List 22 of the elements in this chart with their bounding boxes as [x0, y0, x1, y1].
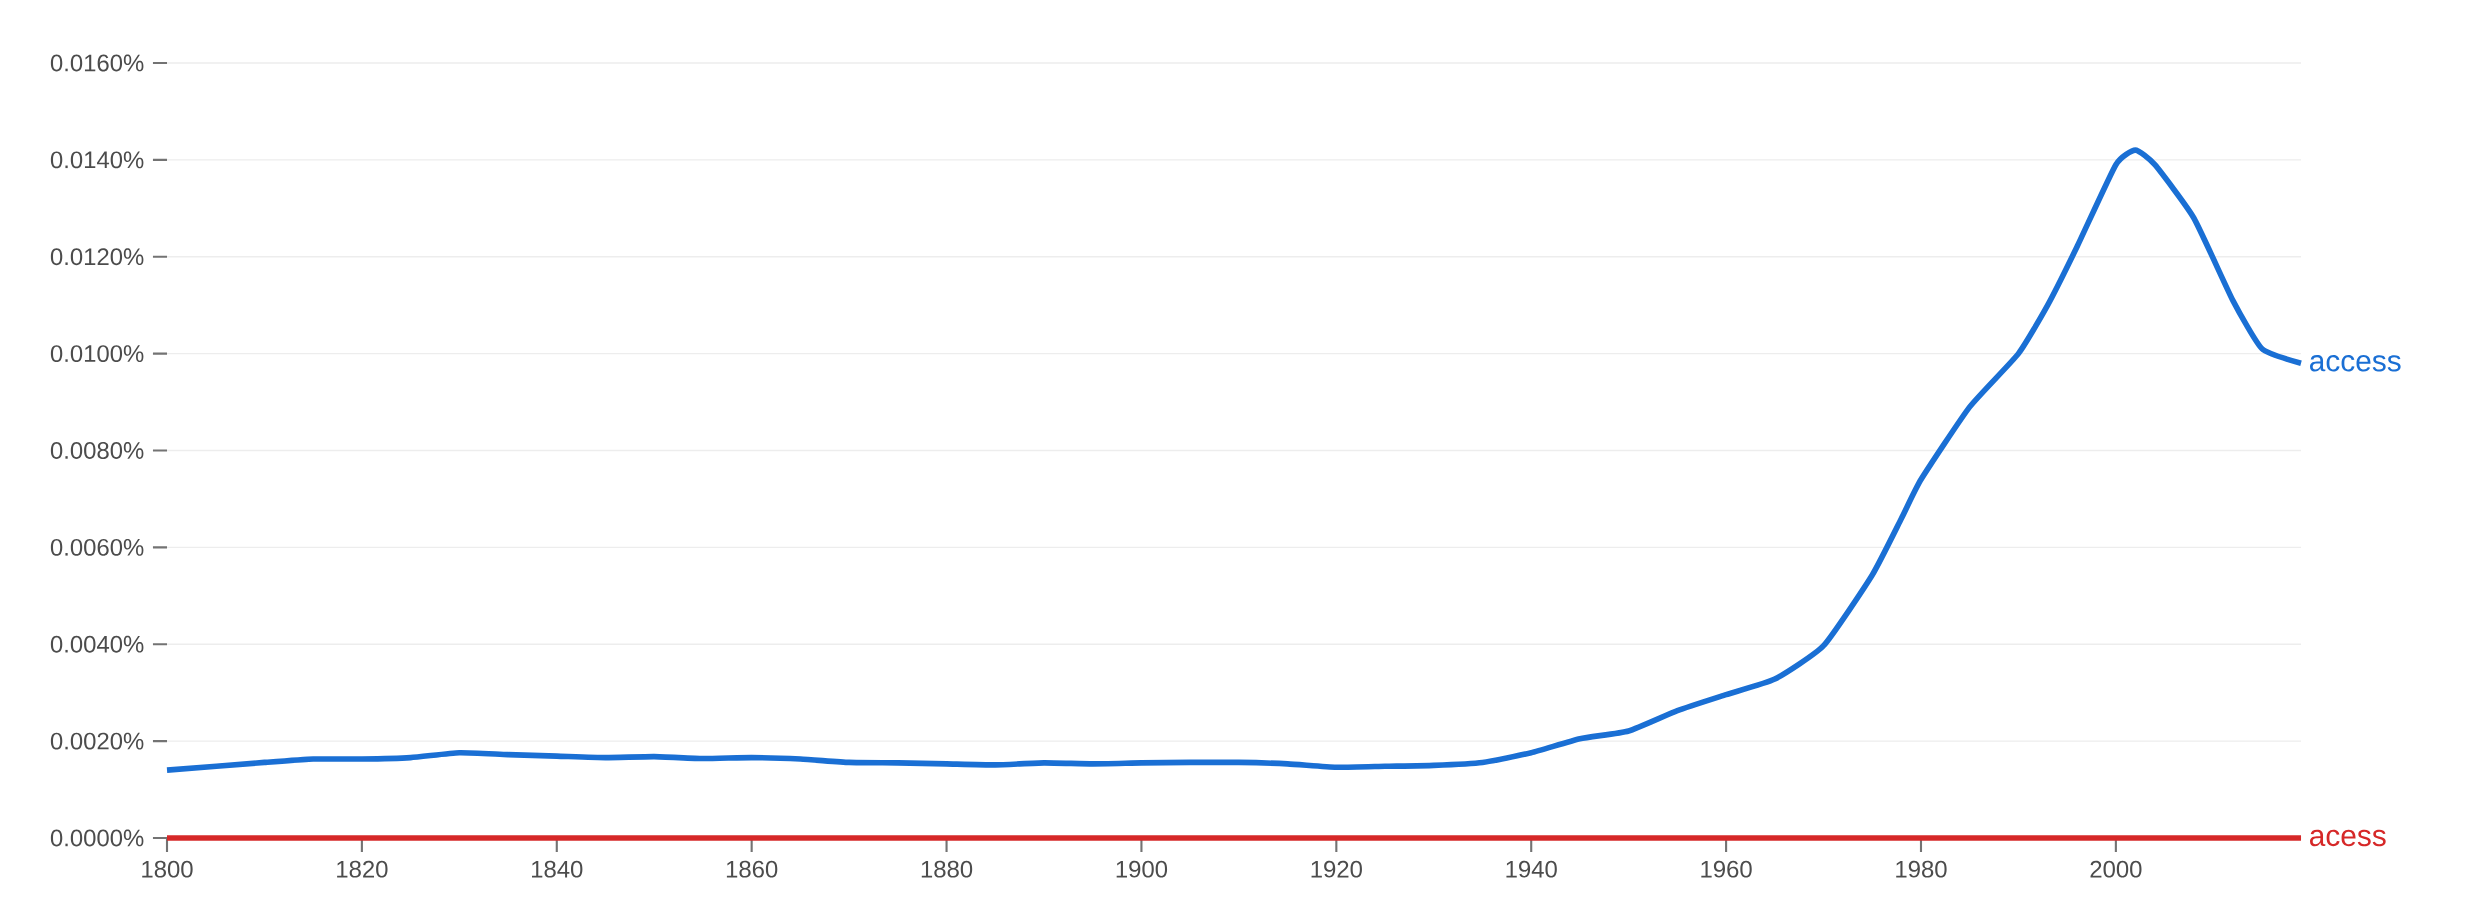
- y-tick-label: 0.0060%: [50, 538, 144, 556]
- series-label: acess: [2310, 829, 2386, 847]
- x-tick-label: 1860: [726, 860, 778, 878]
- y-tick-label: 0.0100%: [50, 345, 144, 363]
- y-tick-label: 0.0120%: [50, 248, 144, 266]
- y-tick-label: 0.0040%: [50, 635, 144, 653]
- x-tick-label: 1960: [1701, 860, 1752, 878]
- x-tick-label: 1800: [142, 860, 193, 878]
- y-tick-label: 0.0020%: [50, 732, 144, 750]
- x-tick-label: 1820: [337, 860, 388, 878]
- y-tick-label: 0.0140%: [50, 151, 144, 169]
- x-tick-label: 2000: [2090, 860, 2142, 878]
- x-tick-label: 1840: [532, 860, 583, 878]
- y-tick-label: 0.0000%: [50, 829, 144, 847]
- x-tick-label: 1880: [921, 860, 973, 878]
- x-tick-label: 1900: [1116, 860, 1168, 878]
- series-label: access: [2310, 355, 2401, 372]
- x-tick-label: 1940: [1506, 860, 1557, 878]
- x-tick-label: 1980: [1896, 860, 1947, 878]
- x-tick-label: 1920: [1311, 860, 1362, 878]
- y-tick-label: 0.0160%: [50, 54, 144, 72]
- y-tick-label: 0.0080%: [50, 442, 144, 459]
